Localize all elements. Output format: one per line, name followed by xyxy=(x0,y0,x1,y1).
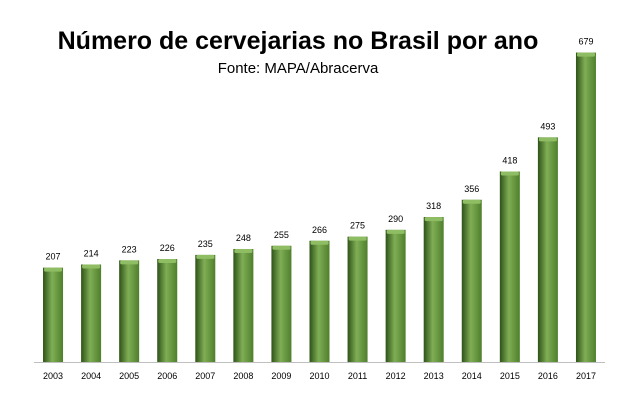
bar-2010 xyxy=(309,240,330,362)
bar-top-highlight-2014 xyxy=(462,199,481,204)
x-tick-label-2004: 2004 xyxy=(81,371,101,381)
bar-top-highlight-2011 xyxy=(348,236,367,241)
bar-2006 xyxy=(157,259,178,362)
value-label-2010: 266 xyxy=(312,225,327,235)
x-tick-label-2007: 2007 xyxy=(195,371,215,381)
value-label-group: 207 214 223 226 235 248 255 266 275 290 318 356 418 4… xyxy=(46,37,594,262)
x-tick-label-2011: 2011 xyxy=(348,371,367,381)
x-tick-label-2003: 2003 xyxy=(43,371,63,381)
bar-2015 xyxy=(499,171,520,362)
value-label-2009: 255 xyxy=(274,230,289,240)
value-label-2013: 318 xyxy=(426,201,441,211)
bar-2007 xyxy=(195,254,216,362)
bar-top-highlight-2010 xyxy=(310,240,329,245)
value-label-2006: 226 xyxy=(160,243,175,253)
bar-2014 xyxy=(461,199,482,362)
bar-top-highlight-2003 xyxy=(44,267,63,272)
x-tick-label-2009: 2009 xyxy=(271,371,291,381)
chart-subtitle: Fonte: MAPA/Abracerva xyxy=(217,60,379,77)
value-label-2016: 493 xyxy=(540,121,555,131)
x-tick-label-2014: 2014 xyxy=(462,371,482,381)
bar-group xyxy=(43,52,596,362)
bar-2016 xyxy=(537,137,558,362)
bar-2009 xyxy=(271,245,292,362)
value-label-2017: 679 xyxy=(578,37,593,47)
value-label-2008: 248 xyxy=(236,233,251,243)
bar-top-highlight-2015 xyxy=(500,171,519,176)
x-tick-label-2005: 2005 xyxy=(119,371,139,381)
bar-2017 xyxy=(575,52,596,362)
value-label-2011: 275 xyxy=(350,221,365,231)
bar-top-highlight-2008 xyxy=(234,248,253,253)
bar-top-highlight-2004 xyxy=(82,264,101,269)
x-tick-label-2017: 2017 xyxy=(576,371,596,381)
x-tick-label-2008: 2008 xyxy=(233,371,253,381)
bar-top-highlight-2013 xyxy=(424,217,443,222)
x-tick-label-group: 2003 2004 2005 2006 2007 2008 2009 2010 2011 2012… xyxy=(43,371,596,381)
bar-2004 xyxy=(81,264,102,362)
bar-top-highlight-2006 xyxy=(158,259,177,264)
x-tick-label-2016: 2016 xyxy=(538,371,558,381)
x-tick-label-2015: 2015 xyxy=(500,371,520,381)
bar-top-highlight-2012 xyxy=(386,229,405,234)
value-label-2014: 356 xyxy=(464,184,479,194)
bar-2008 xyxy=(233,248,254,362)
bar-top-highlight-2009 xyxy=(272,245,291,250)
bar-top-highlight-2016 xyxy=(538,137,557,142)
value-label-2005: 223 xyxy=(122,244,137,254)
value-label-2007: 235 xyxy=(198,239,213,249)
bar-2011 xyxy=(347,236,368,362)
x-tick-label-2006: 2006 xyxy=(157,371,177,381)
value-label-2004: 214 xyxy=(84,248,99,258)
value-label-2012: 290 xyxy=(388,214,403,224)
bar-top-highlight-2017 xyxy=(576,52,595,57)
bar-top-highlight-2007 xyxy=(196,254,215,259)
bar-top-highlight-2005 xyxy=(120,260,139,265)
bar-2003 xyxy=(43,267,64,362)
bar-2012 xyxy=(385,229,406,362)
x-tick-label-2010: 2010 xyxy=(309,371,329,381)
value-label-2003: 207 xyxy=(46,252,61,262)
x-tick-label-2012: 2012 xyxy=(386,371,406,381)
chart-title: Número de cervejarias no Brasil por ano xyxy=(57,27,539,55)
bar-2005 xyxy=(119,260,140,362)
value-label-2015: 418 xyxy=(502,156,517,166)
x-tick-label-2013: 2013 xyxy=(424,371,444,381)
bar-2013 xyxy=(423,217,444,362)
